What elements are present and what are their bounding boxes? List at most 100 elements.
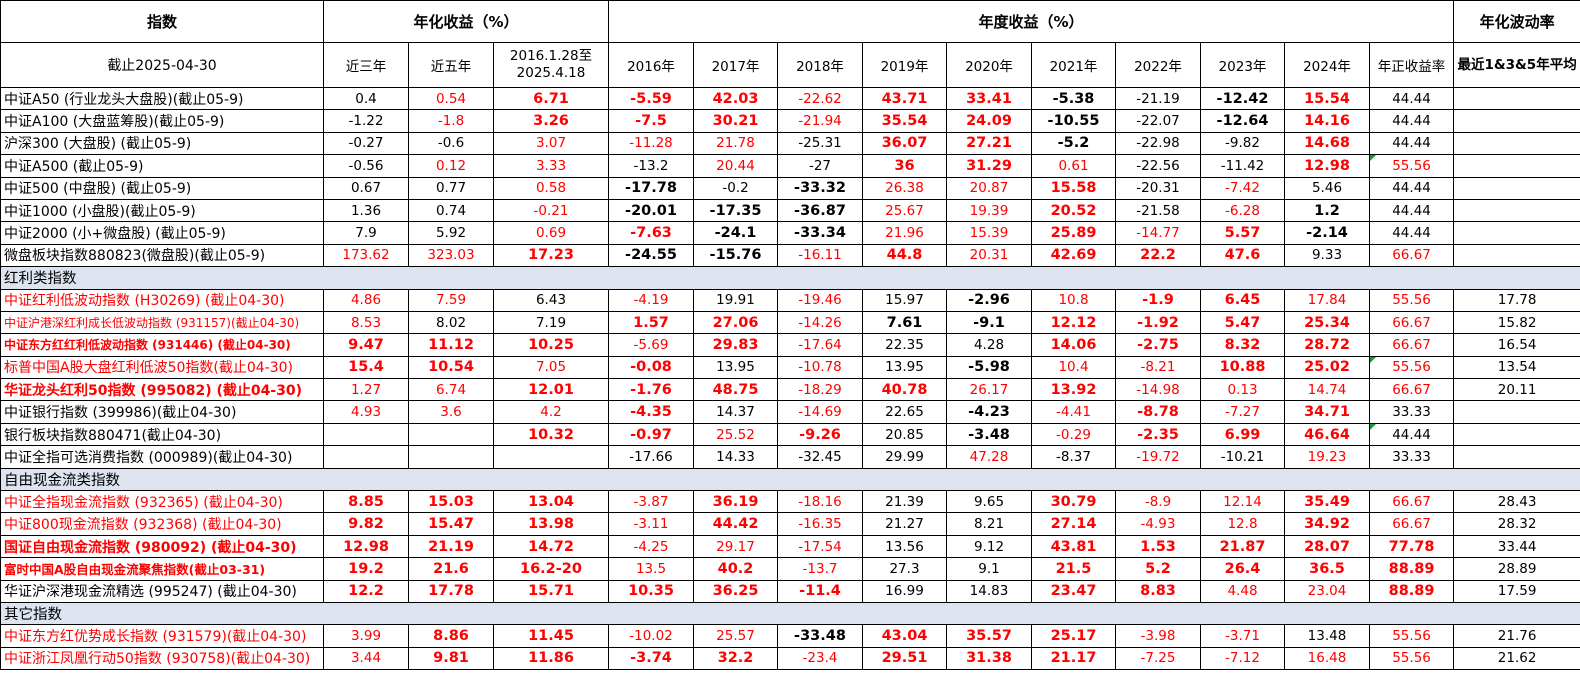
value-cell: 6.71 [493,86,609,111]
value-cell: 55.56 [1368,646,1455,671]
value-cell: 14.72 [493,534,609,559]
value-cell: 13.54 [1453,355,1580,380]
value-cell: 21.39 [862,490,947,514]
value-cell: 4.48 [1200,579,1285,603]
value-cell: -9.82 [1200,131,1285,156]
section-row: 自由现金流类指数 [0,467,1580,492]
value-cell: 25.67 [862,198,947,223]
section-row: 其它指数 [0,601,1580,626]
value-cell: -5.69 [608,333,694,357]
value-cell: -32.45 [777,445,863,469]
header-annualized-return: 年化收益（%） [323,0,609,43]
value-cell: 15.03 [408,490,494,514]
value-cell: 29.17 [693,534,778,559]
value-cell: 9.1 [946,557,1032,581]
value-cell: 30.79 [1031,490,1116,514]
value-cell: 29.99 [862,445,947,469]
value-cell: -22.07 [1115,109,1201,133]
header-sub: 2023年 [1200,42,1285,88]
value-cell: 8.53 [323,310,409,335]
value-cell: -10.21 [1200,445,1285,469]
value-cell [1453,445,1580,469]
table-row: 富时中国A股自由现金流聚焦指数(截止03-31) 19.2 21.6 16.2-20 1… [0,557,1580,581]
value-cell: -0.56 [323,154,409,178]
table-row: 华证龙头红利50指数 (995082) (截止04-30) 1.27 6.74 12.… [0,378,1580,402]
value-cell: 66.67 [1368,490,1455,514]
value-cell: -0.29 [1031,422,1116,447]
value-cell: 44.44 [1368,422,1455,447]
value-cell: -1.76 [608,378,694,402]
value-cell: 17.78 [1453,288,1580,312]
table-row: 华证沪深港现金流精选 (995247) (截止04-30) 12.2 17.78 15… [0,579,1580,603]
value-cell: 13.95 [693,355,778,380]
value-cell: -22.62 [777,86,863,111]
value-cell: -20.01 [608,198,694,223]
value-cell: -3.74 [608,646,694,671]
value-cell: 4.86 [323,288,409,312]
value-cell: 23.47 [1031,579,1116,603]
value-cell: -3.48 [946,422,1032,447]
value-cell: 3.33 [493,154,609,178]
value-cell: -4.93 [1115,512,1201,536]
value-text: 55.56 [1392,157,1431,174]
value-cell: 13.56 [862,534,947,559]
value-cell: 36.19 [693,490,778,514]
index-name: 华证龙头红利50指数 (995082) (截止04-30) [0,378,324,402]
value-cell: 13.5 [608,557,694,581]
header-row-2: 截止2025-04-30 近三年 近五年 2016.1.28至 2025.4.1… [0,42,1580,88]
index-name: 中证银行指数 (399986)(截止04-30) [0,400,324,424]
value-cell: 173.62 [323,243,409,268]
value-cell: 1.36 [323,198,409,223]
value-cell: 7.61 [862,310,947,335]
value-cell: 40.2 [693,557,778,581]
value-cell: 23.04 [1284,579,1370,603]
table-row: 中证1000 (小盘股)(截止05-9) 1.36 0.74 -0.21 -20.01-… [0,198,1580,223]
value-cell: 28.72 [1284,333,1370,357]
table-row: 中证银行指数 (399986)(截止04-30) 4.93 3.6 4.2 -4.35 1… [0,400,1580,424]
comment-flag-icon [1370,155,1376,162]
value-cell: 6.43 [493,288,609,312]
value-cell: 10.8 [1031,288,1116,312]
value-cell: 3.99 [323,624,409,648]
value-cell: 11.86 [493,646,609,671]
value-cell: 21.17 [1031,646,1116,671]
section-row: 红利类指数 [0,266,1580,290]
value-cell: 7.9 [323,221,409,245]
value-cell: -2.96 [946,288,1032,312]
value-cell: 21.87 [1200,534,1285,559]
comment-flag-icon [1370,424,1376,430]
value-cell: 55.56 [1368,624,1455,648]
value-cell: -3.71 [1200,624,1285,648]
value-cell: 40.78 [862,378,947,402]
value-cell: -5.2 [1031,131,1116,156]
value-cell: 42.03 [693,86,778,111]
value-cell: 21.27 [862,512,947,536]
index-name: 国证自由现金流指数 (980092) (截止04-30) [0,534,324,559]
value-cell: 3.44 [323,646,409,671]
value-cell: -3.87 [608,490,694,514]
value-cell: 10.25 [493,333,609,357]
value-cell: 21.6 [408,557,494,581]
value-cell: 20.87 [946,176,1032,200]
value-cell: -2.35 [1115,422,1201,447]
value-cell: 32.2 [693,646,778,671]
value-cell: 44.44 [1368,221,1455,245]
header-yearly-return: 年度收益（%） [607,0,1455,43]
table-row: 中证沪港深红利成长低波动指数 (931157)(截止04-30) 8.53 8.02… [0,310,1580,335]
value-cell: 11.45 [493,624,609,648]
value-cell: -10.02 [608,624,694,648]
value-cell [1453,154,1580,178]
value-cell: -7.25 [1115,646,1201,671]
value-cell [1453,221,1580,245]
value-cell: -24.55 [608,243,694,268]
comment-flag-icon [1370,357,1376,363]
value-cell: -0.6 [408,131,494,156]
value-cell: -33.48 [777,624,863,648]
value-cell: -6.28 [1200,198,1285,223]
value-cell: -19.72 [1115,445,1201,469]
value-cell: -8.9 [1115,490,1201,514]
value-cell: 22.65 [862,400,947,424]
value-cell: -4.25 [608,534,694,559]
value-cell: 3.26 [493,109,609,133]
value-cell: 66.67 [1368,333,1455,357]
